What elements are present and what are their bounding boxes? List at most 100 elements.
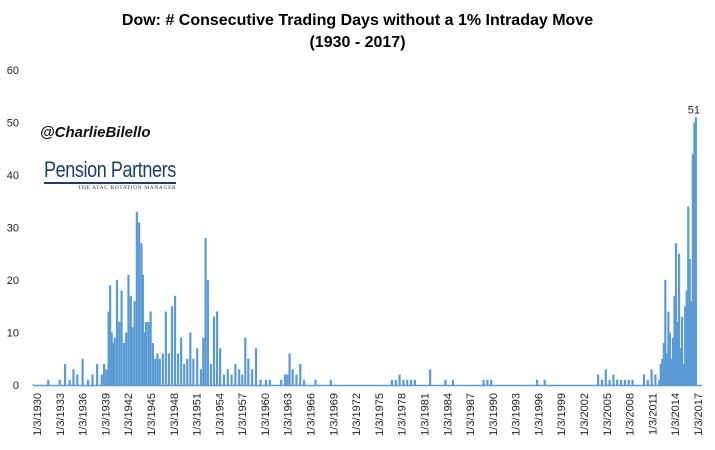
bar <box>63 364 67 385</box>
x-tick-label: 1/3/2005 <box>602 393 614 436</box>
bar <box>670 358 673 385</box>
bar <box>690 301 693 385</box>
x-tick-label: 1/3/1981 <box>419 393 431 436</box>
bar <box>671 337 675 385</box>
chart-title-line2: (1930 - 2017) <box>309 34 406 51</box>
bar <box>659 364 662 385</box>
bar <box>129 295 132 385</box>
x-tick-label: 1/3/2008 <box>625 393 637 436</box>
bar <box>283 374 287 385</box>
bar <box>608 379 611 385</box>
bar <box>144 322 148 385</box>
bar <box>295 374 298 385</box>
y-tick-label: 30 <box>7 223 19 235</box>
bar <box>623 379 626 385</box>
bar <box>665 353 668 385</box>
bar <box>109 285 112 385</box>
x-tick-label: 1/3/1990 <box>488 393 500 436</box>
bar <box>156 353 159 385</box>
x-tick-label: 1/3/1963 <box>283 393 295 436</box>
x-tick-label: 1/3/1957 <box>237 393 249 436</box>
bar <box>102 364 106 385</box>
bar <box>688 259 691 385</box>
bar <box>604 369 607 385</box>
bar <box>204 238 207 385</box>
bar <box>288 353 291 385</box>
x-tick-label: 1/3/1930 <box>32 393 44 436</box>
bar <box>173 295 177 385</box>
bar <box>118 322 121 385</box>
bar <box>143 332 146 385</box>
bar <box>147 322 150 385</box>
bar <box>685 290 688 385</box>
x-tick-label: 1/3/1954 <box>214 393 226 436</box>
bar <box>535 379 539 385</box>
bar <box>215 311 219 385</box>
x-tick-label: 1/3/2011 <box>647 393 659 435</box>
x-tick-label: 1/3/1933 <box>55 393 67 436</box>
bar <box>600 379 604 385</box>
bar <box>691 154 694 385</box>
y-tick-label: 40 <box>7 170 19 182</box>
bar <box>631 379 634 385</box>
bar <box>444 379 447 385</box>
bar <box>667 311 670 385</box>
bar <box>299 364 302 385</box>
bar <box>597 374 600 385</box>
bar <box>286 374 289 385</box>
bar <box>264 379 268 385</box>
bar <box>120 290 123 385</box>
bar <box>219 348 222 385</box>
brand-name: Pension Partners <box>44 157 176 184</box>
bar <box>107 311 110 385</box>
bar <box>251 369 254 385</box>
bar <box>482 379 485 385</box>
brand-logo: Pension Partners THE ATAC ROTATION MANAG… <box>44 158 205 191</box>
y-tick-label: 0 <box>13 380 19 392</box>
x-tick-label: 1/3/1987 <box>465 393 477 436</box>
x-tick-label: 1/3/1942 <box>123 393 135 436</box>
bar <box>131 327 134 385</box>
x-tick-label: 1/3/1945 <box>146 393 158 436</box>
bar <box>115 280 119 385</box>
bar <box>280 379 283 385</box>
bar <box>241 374 244 385</box>
bar <box>259 379 262 385</box>
bar <box>676 322 679 385</box>
bar <box>183 364 186 385</box>
bar <box>112 343 115 385</box>
bar <box>68 379 71 385</box>
chart-title-line1: Dow: # Consecutive Trading Days without … <box>121 12 594 29</box>
bar <box>135 211 138 385</box>
bar <box>402 379 405 385</box>
bar <box>687 206 690 385</box>
bar <box>406 379 409 385</box>
bar <box>189 332 192 385</box>
bar <box>662 343 665 385</box>
bar <box>451 379 455 385</box>
bar <box>167 353 171 385</box>
x-tick-label: 1/3/1975 <box>374 393 386 436</box>
bar <box>230 374 233 385</box>
bar <box>314 379 317 385</box>
bar <box>684 306 687 385</box>
bar <box>158 358 161 385</box>
bar <box>394 379 397 385</box>
bar <box>681 316 684 385</box>
bar <box>254 348 258 385</box>
bar <box>199 369 203 385</box>
y-tick-label: 60 <box>7 65 19 77</box>
bar <box>164 311 167 385</box>
bar <box>398 374 401 385</box>
bar <box>646 379 649 385</box>
bar <box>616 379 619 385</box>
bar <box>209 364 213 385</box>
y-tick-label: 50 <box>7 118 19 130</box>
x-tick-label: 1/3/1978 <box>397 393 409 436</box>
bar <box>693 122 696 385</box>
bar <box>668 332 672 385</box>
bar <box>140 243 143 385</box>
x-tick-label: 1/3/2014 <box>670 393 682 436</box>
bar <box>105 369 108 385</box>
x-tick-label: 1/3/1951 <box>192 393 204 436</box>
